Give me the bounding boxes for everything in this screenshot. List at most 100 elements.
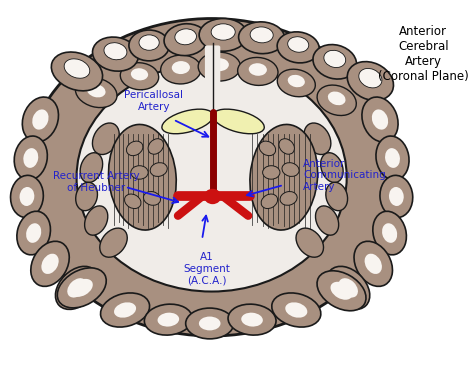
Ellipse shape xyxy=(280,192,297,205)
Ellipse shape xyxy=(100,293,150,327)
Ellipse shape xyxy=(320,153,343,182)
Ellipse shape xyxy=(326,182,347,211)
Ellipse shape xyxy=(272,293,321,327)
Ellipse shape xyxy=(41,254,59,274)
Ellipse shape xyxy=(261,194,278,208)
Ellipse shape xyxy=(67,278,87,298)
Ellipse shape xyxy=(114,302,136,318)
Ellipse shape xyxy=(85,206,108,235)
Ellipse shape xyxy=(144,192,161,205)
Ellipse shape xyxy=(211,24,235,40)
Ellipse shape xyxy=(198,52,240,81)
Ellipse shape xyxy=(23,148,38,168)
Ellipse shape xyxy=(199,18,247,51)
Ellipse shape xyxy=(145,304,192,335)
Ellipse shape xyxy=(75,77,117,108)
Ellipse shape xyxy=(279,139,294,154)
Ellipse shape xyxy=(347,62,393,101)
Ellipse shape xyxy=(57,268,106,308)
Ellipse shape xyxy=(285,302,307,318)
Ellipse shape xyxy=(80,153,103,182)
Ellipse shape xyxy=(17,211,50,255)
Ellipse shape xyxy=(129,30,169,61)
Ellipse shape xyxy=(259,141,276,156)
Ellipse shape xyxy=(150,163,167,177)
Ellipse shape xyxy=(92,37,138,71)
Ellipse shape xyxy=(288,75,305,87)
Ellipse shape xyxy=(354,241,392,286)
Ellipse shape xyxy=(19,187,34,206)
Ellipse shape xyxy=(282,163,299,177)
Ellipse shape xyxy=(372,109,388,130)
FancyBboxPatch shape xyxy=(205,46,220,126)
Ellipse shape xyxy=(250,27,273,43)
Text: A1
Segment
(A.C.A.): A1 Segment (A.C.A.) xyxy=(183,252,230,286)
Ellipse shape xyxy=(120,63,159,90)
Ellipse shape xyxy=(162,109,213,134)
Text: Anterior
Cerebral
Artery
(Coronal Plane): Anterior Cerebral Artery (Coronal Plane) xyxy=(378,25,469,83)
Ellipse shape xyxy=(296,228,323,257)
Ellipse shape xyxy=(204,189,221,204)
Ellipse shape xyxy=(100,228,127,257)
Ellipse shape xyxy=(327,266,370,309)
Ellipse shape xyxy=(380,175,413,218)
Ellipse shape xyxy=(373,211,406,255)
Ellipse shape xyxy=(237,58,278,86)
Ellipse shape xyxy=(14,136,47,180)
Ellipse shape xyxy=(288,37,309,52)
Ellipse shape xyxy=(199,317,220,330)
Ellipse shape xyxy=(338,278,358,298)
Ellipse shape xyxy=(362,97,398,142)
Ellipse shape xyxy=(172,61,190,74)
Ellipse shape xyxy=(22,97,58,142)
Ellipse shape xyxy=(359,68,382,88)
Ellipse shape xyxy=(109,124,176,230)
Ellipse shape xyxy=(148,139,164,154)
Ellipse shape xyxy=(313,44,356,79)
Ellipse shape xyxy=(64,59,90,78)
Ellipse shape xyxy=(385,148,400,168)
Ellipse shape xyxy=(104,43,127,60)
Ellipse shape xyxy=(365,254,382,274)
Ellipse shape xyxy=(76,182,98,211)
Ellipse shape xyxy=(330,282,353,300)
Ellipse shape xyxy=(241,313,263,327)
Ellipse shape xyxy=(228,304,276,335)
Ellipse shape xyxy=(157,313,179,327)
Ellipse shape xyxy=(376,136,409,180)
Ellipse shape xyxy=(10,175,43,218)
Ellipse shape xyxy=(55,266,99,309)
Text: Anterior
Communicating
Artery: Anterior Communicating Artery xyxy=(303,159,386,192)
Ellipse shape xyxy=(161,55,201,84)
Ellipse shape xyxy=(125,194,141,208)
Ellipse shape xyxy=(51,52,102,91)
Ellipse shape xyxy=(316,206,338,235)
Ellipse shape xyxy=(317,271,366,311)
Ellipse shape xyxy=(26,223,41,243)
Ellipse shape xyxy=(210,58,229,71)
Ellipse shape xyxy=(277,69,315,97)
Ellipse shape xyxy=(92,123,119,155)
Ellipse shape xyxy=(277,32,319,63)
Ellipse shape xyxy=(324,50,346,68)
Ellipse shape xyxy=(131,68,148,80)
Ellipse shape xyxy=(131,166,148,179)
Ellipse shape xyxy=(238,22,285,54)
Text: Pericallosal
Artery: Pericallosal Artery xyxy=(124,90,183,112)
Ellipse shape xyxy=(317,85,356,116)
Ellipse shape xyxy=(382,223,397,243)
Ellipse shape xyxy=(127,141,143,156)
Ellipse shape xyxy=(249,63,267,76)
Ellipse shape xyxy=(389,187,404,206)
Ellipse shape xyxy=(139,35,159,50)
Ellipse shape xyxy=(71,279,93,297)
Ellipse shape xyxy=(328,91,346,105)
Ellipse shape xyxy=(164,24,207,56)
Ellipse shape xyxy=(213,109,264,134)
Ellipse shape xyxy=(31,241,69,286)
Ellipse shape xyxy=(77,63,346,291)
Text: Recurrent Artery
of Heubner: Recurrent Artery of Heubner xyxy=(53,171,139,193)
Ellipse shape xyxy=(175,29,196,45)
Ellipse shape xyxy=(263,166,280,179)
Ellipse shape xyxy=(186,308,234,339)
